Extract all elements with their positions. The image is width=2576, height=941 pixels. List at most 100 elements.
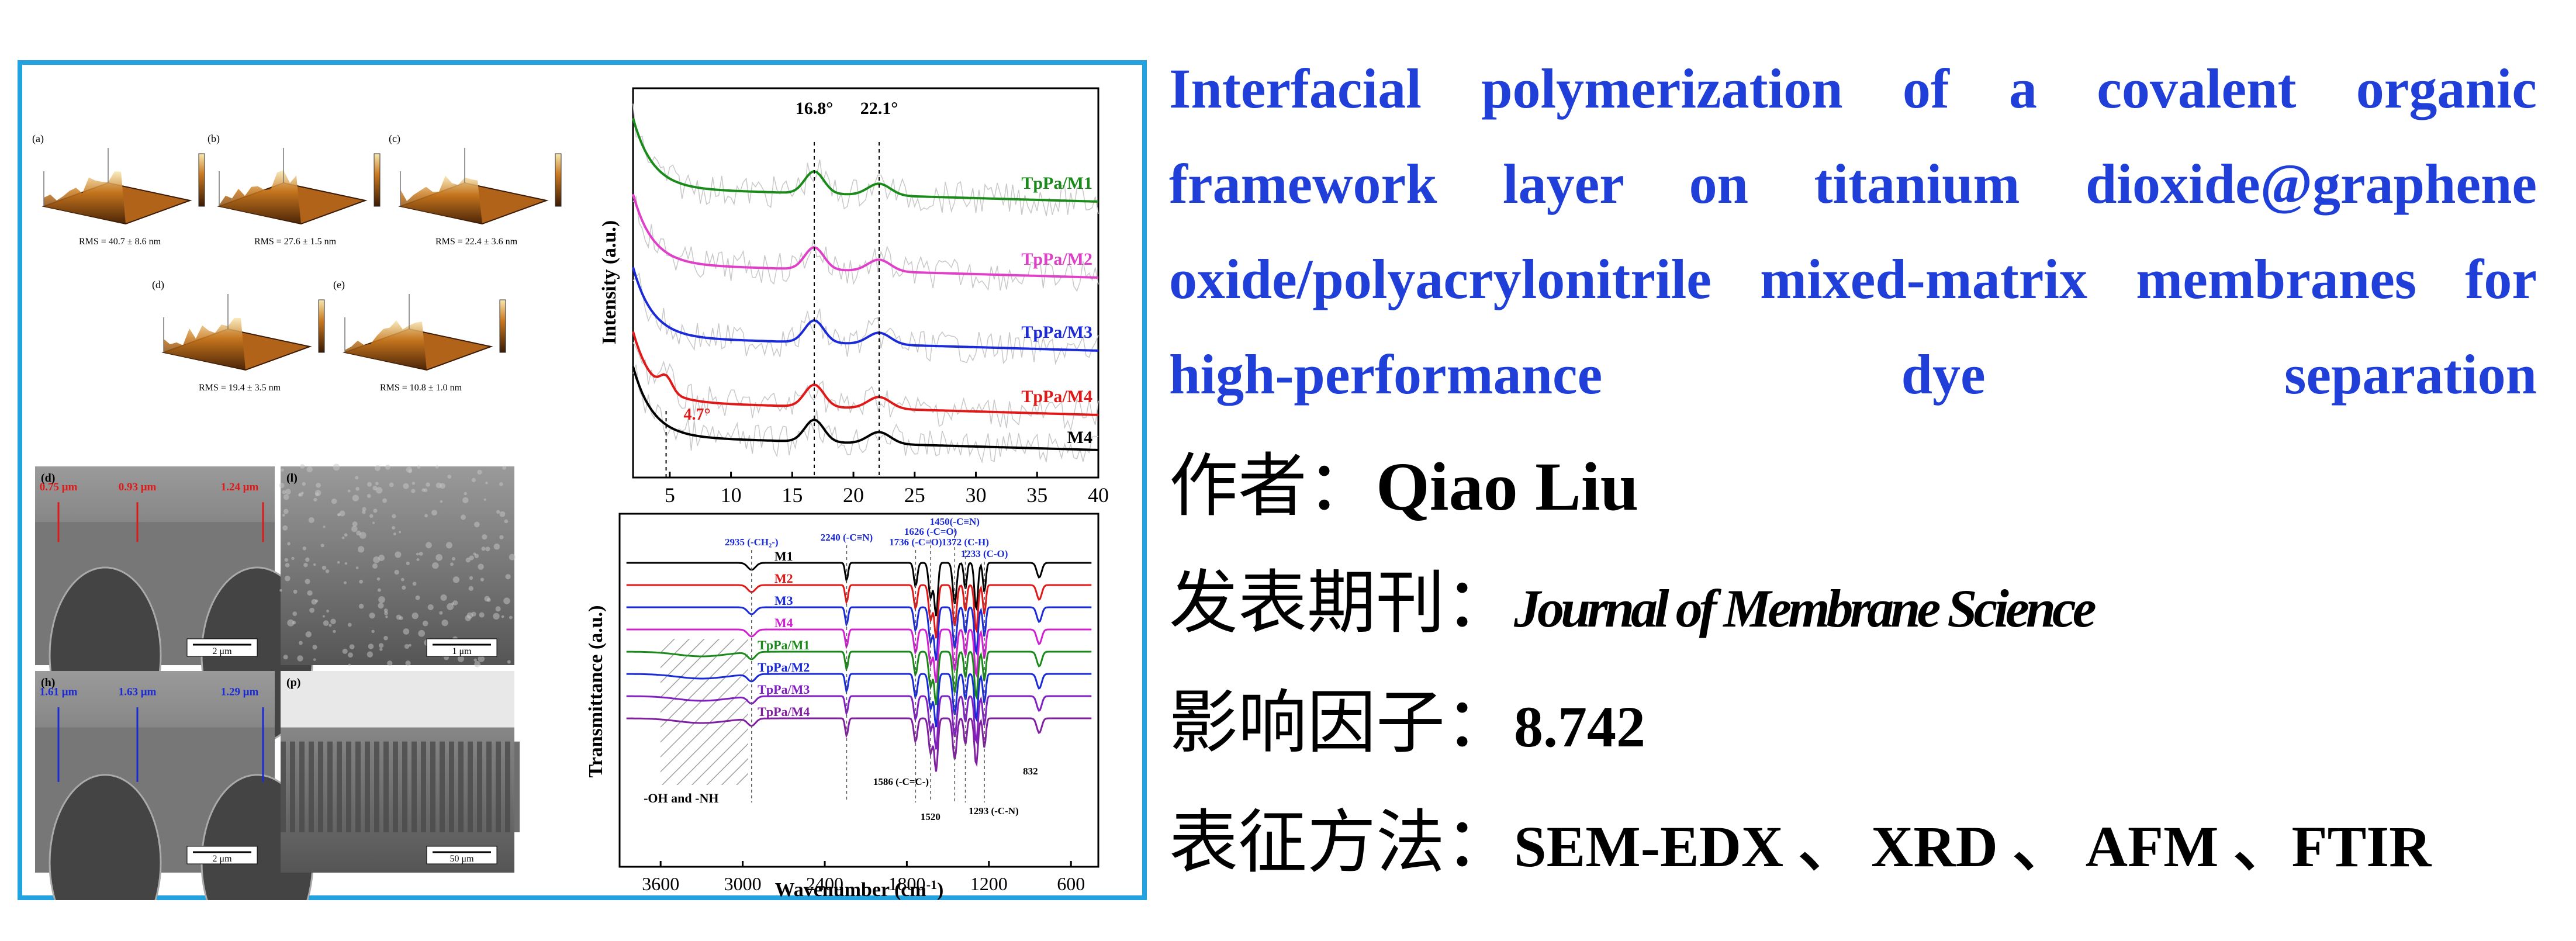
sem-thickness: 0.93 μm bbox=[119, 481, 157, 493]
ftir-peak-label: 1626 (-C=O) bbox=[904, 526, 957, 537]
ftir-peak-label: 2240 (-C≡N) bbox=[821, 532, 873, 543]
afm-label: (c) bbox=[389, 133, 400, 145]
author-name: Qiao Liu bbox=[1376, 448, 1639, 525]
ftir-chart: M1 M2 M3 M4 TpPa/M1 TpPa/M2 TpPa/M3 TpPa/M4 360… bbox=[585, 513, 1099, 900]
ftir-series-line bbox=[626, 584, 1092, 639]
xrd-peak-label: 22.1° bbox=[860, 99, 898, 118]
ftir-series-label: M3 bbox=[774, 593, 793, 608]
author-label: 作者： bbox=[1169, 445, 1377, 526]
ftir-xtick-label: 1200 bbox=[970, 873, 1008, 894]
afm-colorbar bbox=[499, 299, 506, 353]
afm-colorbar bbox=[318, 299, 325, 353]
sem-scalebar: 1 μm bbox=[452, 646, 472, 656]
afm-colorbar bbox=[374, 153, 381, 207]
ftir-series-line bbox=[626, 606, 1092, 661]
ftir-series-label: TpPa/M1 bbox=[758, 638, 810, 652]
ftir-series-label: M4 bbox=[774, 615, 793, 630]
sem-scalebar: 50 μm bbox=[449, 854, 474, 864]
sem-thickness: 1.24 μm bbox=[221, 481, 259, 493]
methods-row: 表征方法：SEM-EDX 、 XRD 、 AFM 、FTIR bbox=[1169, 786, 2431, 886]
xrd-peak-label: 16.8° bbox=[796, 99, 834, 118]
afm-label: (b) bbox=[208, 133, 220, 145]
xrd-series-label: TpPa/M2 bbox=[1021, 250, 1092, 269]
sem-label: (l) bbox=[286, 472, 298, 485]
sem-label: (p) bbox=[286, 676, 300, 689]
afm-colorbar bbox=[198, 153, 205, 207]
ftir-peak-label: 1520 bbox=[921, 811, 941, 822]
ftir-hatch-region bbox=[661, 639, 748, 785]
ftir-series-label: M1 bbox=[774, 549, 793, 563]
methods-value: SEM-EDX 、 XRD 、 AFM 、FTIR bbox=[1514, 814, 2432, 879]
impact-factor-row: 影响因子：8.742 bbox=[1169, 666, 1645, 766]
sem-scalebar: 2 μm bbox=[212, 854, 232, 864]
xrd-ylabel: Intensity (a.u.) bbox=[599, 220, 620, 345]
ftir-xtick-label: 600 bbox=[1057, 873, 1085, 894]
xrd-raw-noise bbox=[632, 103, 1099, 463]
xrd-series-line bbox=[632, 366, 1099, 451]
ftir-peak-label: 1233 (C-O) bbox=[961, 548, 1008, 559]
afm-rms: RMS = 40.7 ± 8.6 nm bbox=[79, 237, 161, 247]
xrd-xtick-label: 5 bbox=[665, 483, 675, 507]
ftir-peak-label: 832 bbox=[1023, 766, 1038, 777]
journal-name: Journal of Membrane Science bbox=[1514, 579, 2097, 638]
sem-thickness: 1.63 μm bbox=[119, 686, 157, 698]
afm-label: (e) bbox=[333, 279, 345, 291]
author-row: 作者：Qiao Liu bbox=[1169, 430, 1638, 530]
xrd-xtick-label: 10 bbox=[721, 483, 742, 507]
sem-thickness: 1.29 μm bbox=[221, 686, 259, 698]
ftir-peak-label: 1372 (C-H) bbox=[942, 537, 989, 548]
xrd-series-line bbox=[632, 331, 1099, 416]
ftir-series-label: TpPa/M2 bbox=[758, 660, 810, 674]
sem-image: 1.61 μm 1.63 μm 1.29 μm (h) 2 μm bbox=[35, 671, 314, 900]
xrd-xtick-label: 20 bbox=[843, 483, 864, 507]
xrd-series-label: TpPa/M1 bbox=[1021, 174, 1092, 193]
afm-image: (e) RMS = 10.8 ± 1.0 nm bbox=[333, 279, 506, 393]
sem-images: 0.75 μm 0.93 μm 1.24 μm (d) 2 μm (l) 1 μm 1.61 … bbox=[35, 463, 520, 900]
methods-label: 表征方法： bbox=[1169, 802, 1515, 883]
xrd-chart: TpPa/M1 TpPa/M2 TpPa/M3 TpPa/M4 M4 5 10 15 20 25… bbox=[599, 87, 1109, 507]
figure-panel: (a) RMS = 40.7 ± 8.6 nm (b) RMS = 27.6 ± 1.… bbox=[32, 87, 1109, 900]
impact-factor-value: 8.742 bbox=[1514, 694, 1646, 759]
xrd-series-line bbox=[632, 117, 1099, 203]
afm-rms: RMS = 10.8 ± 1.0 nm bbox=[380, 383, 462, 393]
xrd-peak-label: 4.7° bbox=[684, 406, 711, 424]
afm-images: (a) RMS = 40.7 ± 8.6 nm (b) RMS = 27.6 ± 1.… bbox=[32, 133, 562, 393]
ftir-region-label: -OH and -NH bbox=[644, 791, 718, 805]
afm-rms: RMS = 22.4 ± 3.6 nm bbox=[435, 237, 518, 247]
afm-image: (a) RMS = 40.7 ± 8.6 nm bbox=[32, 133, 205, 247]
sem-label: (d) bbox=[41, 472, 55, 485]
ftir-peak-label: 2935 (-CH₂-) bbox=[725, 537, 779, 548]
ftir-series-line bbox=[626, 717, 1092, 772]
ftir-xtick-label: 3000 bbox=[724, 873, 762, 894]
ftir-series-line bbox=[626, 695, 1092, 750]
afm-rms: RMS = 19.4 ± 3.5 nm bbox=[199, 383, 281, 393]
sem-image: (p) 50 μm bbox=[281, 671, 520, 873]
ftir-series-line bbox=[626, 673, 1092, 728]
ftir-series-line bbox=[626, 628, 1092, 683]
afm-rms: RMS = 27.6 ± 1.5 nm bbox=[254, 237, 337, 247]
impact-factor-label: 影响因子： bbox=[1169, 682, 1515, 763]
ftir-peak-label: 1293 (-C-N) bbox=[969, 805, 1018, 817]
sem-label: (h) bbox=[41, 676, 55, 689]
xrd-xtick-label: 15 bbox=[782, 483, 803, 507]
ftir-xlabel: Wavenumber (cm-1) bbox=[775, 877, 944, 900]
sem-thickness: 0.75 μm bbox=[40, 481, 78, 493]
xrd-xtick-label: 40 bbox=[1088, 483, 1109, 507]
ftir-peak-label: 1736 (-C=O) bbox=[889, 537, 942, 548]
ftir-series-label: TpPa/M3 bbox=[758, 682, 810, 697]
afm-label: (d) bbox=[152, 279, 164, 291]
afm-label: (a) bbox=[32, 133, 44, 145]
sem-thickness: 1.61 μm bbox=[40, 686, 78, 698]
paper-title: Interfacial polymerization of a covalent… bbox=[1169, 57, 2537, 406]
journal-row: 发表期刊：Journal of Membrane Science bbox=[1169, 546, 2097, 646]
xrd-series-line bbox=[632, 267, 1099, 352]
ftir-peak-label: 1586 (-C=C-) bbox=[873, 776, 929, 787]
ftir-series-label: TpPa/M4 bbox=[758, 704, 810, 719]
xrd-series-line bbox=[632, 193, 1099, 279]
ftir-peak-label: 1450(-C≡N) bbox=[930, 516, 980, 527]
xrd-xtick-label: 35 bbox=[1026, 483, 1047, 507]
afm-colorbar bbox=[555, 153, 562, 207]
xrd-series-label: TpPa/M3 bbox=[1021, 323, 1092, 342]
ftir-xtick-label: 3600 bbox=[642, 873, 679, 894]
xrd-series-label: M4 bbox=[1067, 428, 1092, 447]
